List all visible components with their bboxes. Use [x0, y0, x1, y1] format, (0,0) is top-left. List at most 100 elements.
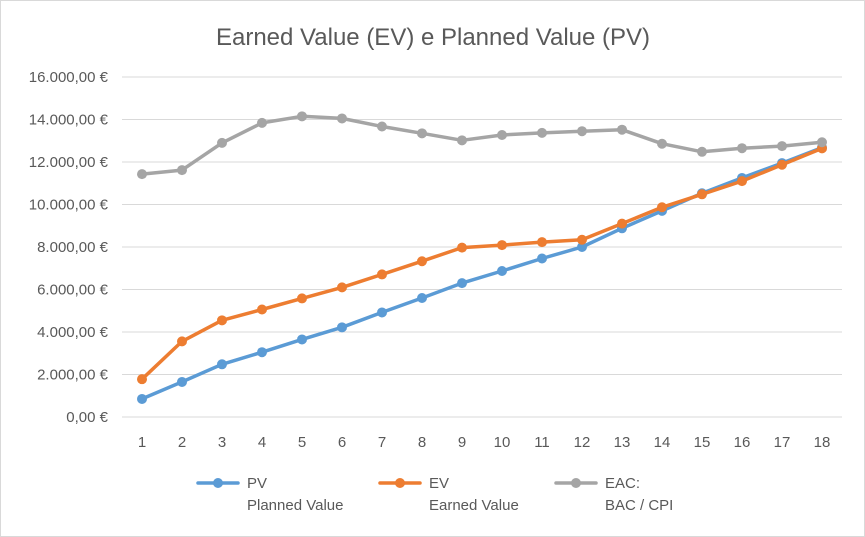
data-point: [697, 189, 707, 200]
legend-item: EAC: BAC / CPI: [554, 475, 673, 514]
data-point: [457, 242, 467, 253]
x-tick-label: 8: [418, 434, 426, 451]
x-tick-label: 13: [614, 434, 631, 451]
data-point: [617, 218, 627, 229]
x-axis-ticks: 1 2 3 4 5 6 7 8 9 10 11 12 13 14 15 16 17 18: [138, 434, 831, 451]
data-point: [697, 146, 707, 157]
data-point: [257, 347, 267, 358]
x-tick-label: 6: [338, 434, 346, 451]
legend-item: EV Earned Value: [378, 475, 519, 514]
data-point: [177, 165, 187, 176]
data-point: [217, 137, 227, 148]
x-tick-label: 16: [734, 434, 751, 451]
legend-label: EV: [429, 475, 449, 492]
data-point: [777, 159, 787, 170]
y-tick-label: 2.000,00 €: [37, 367, 109, 384]
data-point: [137, 169, 147, 180]
series-line: [140, 114, 824, 176]
data-point: [657, 202, 667, 213]
x-tick-label: 10: [494, 434, 511, 451]
data-point: [537, 237, 547, 248]
data-point: [497, 240, 507, 251]
data-point: [417, 128, 427, 139]
x-tick-label: 1: [138, 434, 146, 451]
y-tick-label: 14.000,00 €: [29, 112, 109, 129]
x-tick-label: 2: [178, 434, 186, 451]
legend-marker: [395, 478, 405, 488]
data-point: [417, 256, 427, 267]
x-tick-label: 3: [218, 434, 226, 451]
data-point: [177, 376, 187, 387]
legend-label: PV: [247, 475, 267, 492]
data-point: [457, 135, 467, 146]
data-point: [817, 137, 827, 148]
legend-sublabel: Earned Value: [429, 497, 519, 514]
data-point: [537, 253, 547, 264]
x-tick-label: 14: [654, 434, 671, 451]
y-tick-label: 12.000,00 €: [29, 154, 109, 171]
legend-item: PV Planned Value: [196, 475, 343, 514]
data-point: [297, 111, 307, 122]
data-point: [737, 143, 747, 154]
data-point: [577, 126, 587, 137]
x-tick-label: 18: [814, 434, 831, 451]
plot-series: [137, 111, 827, 404]
data-point: [377, 307, 387, 318]
data-point: [777, 141, 787, 152]
series-0: [137, 142, 827, 404]
data-point: [137, 393, 147, 404]
chart-title: Earned Value (EV) e Planned Value (PV): [216, 24, 650, 51]
x-tick-label: 9: [458, 434, 466, 451]
data-point: [217, 315, 227, 326]
data-point: [377, 121, 387, 132]
data-point: [297, 293, 307, 304]
data-point: [657, 138, 667, 149]
y-tick-label: 16.000,00 €: [29, 69, 109, 86]
data-point: [497, 266, 507, 277]
legend-sublabel: BAC / CPI: [605, 497, 673, 514]
data-point: [297, 334, 307, 345]
series-2: [137, 111, 827, 180]
x-tick-label: 7: [378, 434, 386, 451]
series-line: [140, 146, 824, 381]
data-point: [137, 374, 147, 385]
data-point: [737, 176, 747, 187]
data-point: [337, 282, 347, 293]
data-point: [537, 127, 547, 138]
data-point: [497, 130, 507, 141]
series-1: [137, 143, 827, 385]
data-point: [337, 113, 347, 124]
y-tick-label: 8.000,00 €: [37, 239, 109, 256]
data-point: [257, 304, 267, 315]
y-tick-label: 6.000,00 €: [37, 282, 109, 299]
y-axis: 0,00 € 2.000,00 € 4.000,00 € 6.000,00 € 8.00…: [29, 69, 109, 426]
x-tick-label: 5: [298, 434, 306, 451]
data-point: [457, 278, 467, 289]
y-tick-label: 10.000,00 €: [29, 197, 109, 214]
y-tick-label: 0,00 €: [66, 409, 108, 426]
legend-marker: [213, 478, 223, 488]
x-tick-label: 15: [694, 434, 711, 451]
gridlines: [122, 76, 842, 375]
legend-sublabel: Planned Value: [247, 497, 343, 514]
x-tick-label: 4: [258, 434, 266, 451]
x-tick-label: 12: [574, 434, 591, 451]
data-point: [177, 336, 187, 347]
data-point: [337, 322, 347, 333]
legend-marker: [571, 478, 581, 488]
legend-label: EAC:: [605, 475, 640, 492]
x-tick-label: 17: [774, 434, 791, 451]
data-point: [617, 124, 627, 135]
data-point: [577, 234, 587, 245]
legend: PV Planned Value EV Earned Value EAC: BAC / C…: [196, 475, 673, 514]
data-point: [217, 359, 227, 370]
series-line: [140, 145, 824, 401]
x-tick-label: 11: [534, 434, 550, 451]
data-point: [417, 293, 427, 303]
data-point: [377, 269, 387, 280]
data-point: [577, 242, 587, 252]
y-tick-label: 4.000,00 €: [37, 324, 109, 341]
data-point: [257, 117, 267, 128]
